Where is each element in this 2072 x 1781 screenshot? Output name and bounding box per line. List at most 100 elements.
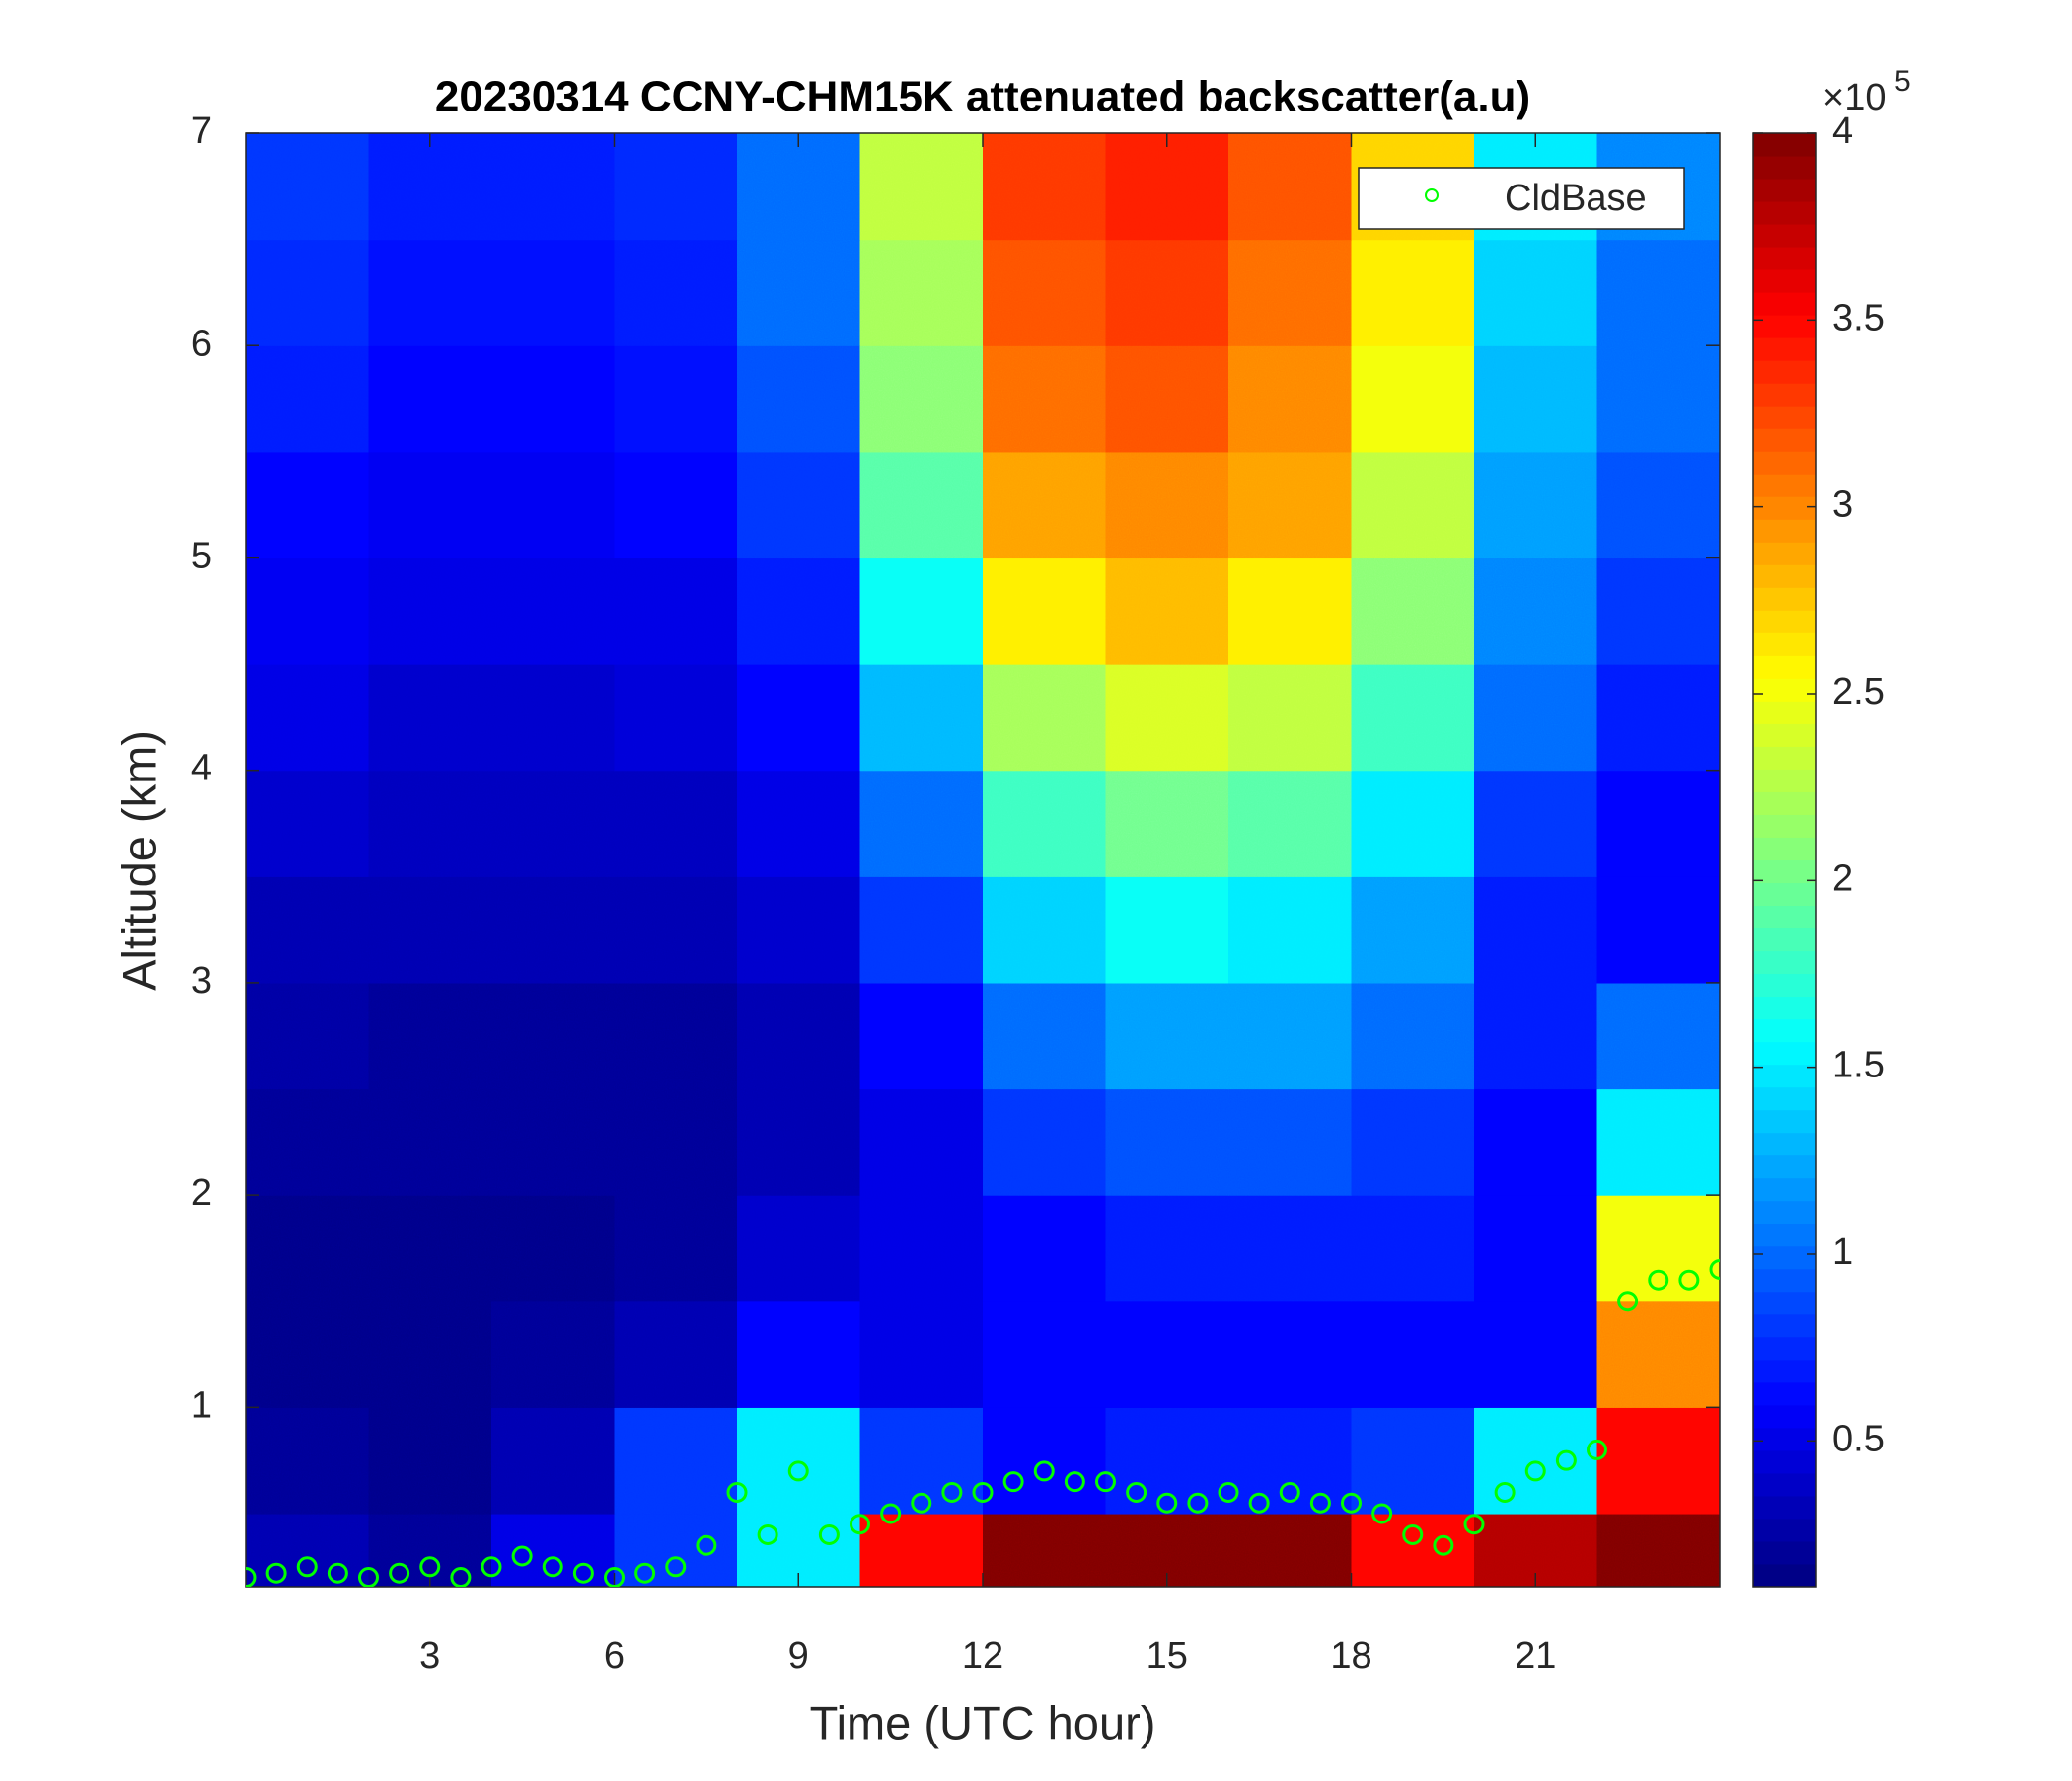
y-tick-label: 2 xyxy=(191,1172,212,1214)
cloud-base-point xyxy=(911,1492,932,1514)
x-tick-label: 21 xyxy=(1515,1635,1556,1676)
colorbar-swatch xyxy=(1753,1132,1816,1156)
colorbar-swatch xyxy=(1753,1404,1816,1429)
cloud-base-point xyxy=(696,1534,717,1556)
colorbar-swatch xyxy=(1753,791,1816,815)
colorbar-swatch xyxy=(1753,973,1816,998)
colorbar xyxy=(1753,132,1816,1588)
cloud-base-point xyxy=(787,1460,809,1482)
x-tick-label: 18 xyxy=(1330,1635,1371,1676)
colorbar-swatch xyxy=(1753,837,1816,860)
cloud-base-point xyxy=(634,1562,656,1584)
colorbar-swatch xyxy=(1753,337,1816,361)
colorbar-swatch xyxy=(1753,1336,1816,1361)
colorbar-swatch xyxy=(1753,383,1816,407)
cloud-base-point xyxy=(1648,1269,1669,1291)
y-tick-label: 5 xyxy=(191,535,212,576)
cloud-base-point xyxy=(1279,1481,1300,1503)
cloud-base-point xyxy=(1033,1460,1055,1482)
colorbar-swatch xyxy=(1753,746,1816,770)
colorbar-swatch xyxy=(1753,564,1816,588)
colorbar-swatch xyxy=(1753,1540,1816,1565)
cloud-base-point xyxy=(1494,1481,1516,1503)
colorbar-swatch xyxy=(1753,1518,1816,1542)
colorbar-tick-label: 2.5 xyxy=(1832,671,1885,712)
cloud-base-point xyxy=(572,1562,594,1584)
cloud-base-point xyxy=(850,1514,870,1535)
cloud-base-point xyxy=(1433,1534,1454,1556)
cloud-base-point xyxy=(818,1523,840,1545)
cloud-base-point xyxy=(1218,1481,1239,1503)
cloud-base-point xyxy=(1524,1460,1546,1482)
y-tick-label: 4 xyxy=(191,748,212,789)
cloud-base-point xyxy=(450,1567,472,1587)
cloud-base-point xyxy=(419,1556,441,1578)
colorbar-swatch xyxy=(1753,678,1816,702)
cloud-base-point xyxy=(1371,1503,1393,1524)
colorbar-swatch xyxy=(1753,1245,1816,1270)
cloud-base-point xyxy=(757,1523,778,1545)
colorbar-tick-label: 0.5 xyxy=(1832,1418,1885,1459)
colorbar-multiplier: ×10 xyxy=(1822,77,1886,118)
colorbar-swatch xyxy=(1753,769,1816,792)
cloud-base-point xyxy=(726,1481,748,1503)
cloud-base-point xyxy=(511,1545,533,1567)
cloud-base-point xyxy=(358,1567,379,1587)
cloud-base-point xyxy=(1617,1291,1639,1312)
colorbar-swatch xyxy=(1753,1064,1816,1088)
chart-title: 20230314 CCNY-CHM15K attenuated backscat… xyxy=(435,73,1530,121)
colorbar-swatch xyxy=(1753,1449,1816,1474)
colorbar-swatch xyxy=(1753,474,1816,497)
colorbar-swatch xyxy=(1753,587,1816,611)
cloud-base-point xyxy=(1095,1471,1116,1493)
cloud-base-point xyxy=(246,1567,257,1587)
colorbar-swatch xyxy=(1753,1109,1816,1134)
colorbar-swatch xyxy=(1753,1223,1816,1247)
colorbar-swatch xyxy=(1753,1200,1816,1224)
colorbar-swatch xyxy=(1753,519,1816,543)
cloud-base-point xyxy=(1341,1492,1362,1514)
colorbar-swatch xyxy=(1753,1359,1816,1383)
cloud-base-point xyxy=(1248,1492,1270,1514)
colorbar-exponent: 5 xyxy=(1894,65,1911,98)
colorbar-swatch xyxy=(1753,632,1816,656)
colorbar-swatch xyxy=(1753,928,1816,952)
colorbar-swatch xyxy=(1753,292,1816,316)
legend-marker xyxy=(1425,188,1439,202)
cloud-base-point xyxy=(1555,1449,1577,1471)
colorbar-swatch xyxy=(1753,610,1816,633)
colorbar-swatch xyxy=(1753,1495,1816,1520)
colorbar-tick-label: 1 xyxy=(1832,1231,1853,1273)
cloud-base-point xyxy=(481,1556,502,1578)
colorbar-swatch xyxy=(1753,406,1816,429)
colorbar-tick-label: 3 xyxy=(1832,484,1853,526)
cloud-base-point xyxy=(389,1562,410,1584)
cloud-base-point xyxy=(1402,1523,1424,1545)
colorbar-tick-label: 3.5 xyxy=(1832,297,1885,338)
colorbar-box xyxy=(1752,132,1817,1588)
y-tick-label: 6 xyxy=(191,323,212,364)
cloud-base-point xyxy=(1709,1258,1720,1280)
y-tick-label: 7 xyxy=(191,111,212,152)
colorbar-swatch xyxy=(1753,859,1816,884)
cloud-base-point xyxy=(296,1556,318,1578)
colorbar-swatch xyxy=(1753,179,1816,202)
colorbar-swatch xyxy=(1753,1291,1816,1315)
colorbar-swatch xyxy=(1753,156,1816,180)
cloud-base-point xyxy=(665,1556,687,1578)
colorbar-swatch xyxy=(1753,814,1816,838)
colorbar-swatch xyxy=(1753,133,1816,157)
colorbar-swatch xyxy=(1753,905,1816,929)
y-tick-label: 3 xyxy=(191,960,212,1002)
axes-box xyxy=(245,132,1721,1588)
legend-label: CldBase xyxy=(1505,178,1647,219)
y-axis-label: Altitude (km) xyxy=(112,730,165,991)
cloud-base-point xyxy=(1002,1471,1024,1493)
x-tick-label: 6 xyxy=(604,1635,625,1676)
colorbar-swatch xyxy=(1753,1313,1816,1338)
colorbar-swatch xyxy=(1753,882,1816,907)
colorbar-swatch xyxy=(1753,247,1816,270)
cloud-base-point xyxy=(880,1503,902,1524)
colorbar-swatch xyxy=(1753,451,1816,475)
